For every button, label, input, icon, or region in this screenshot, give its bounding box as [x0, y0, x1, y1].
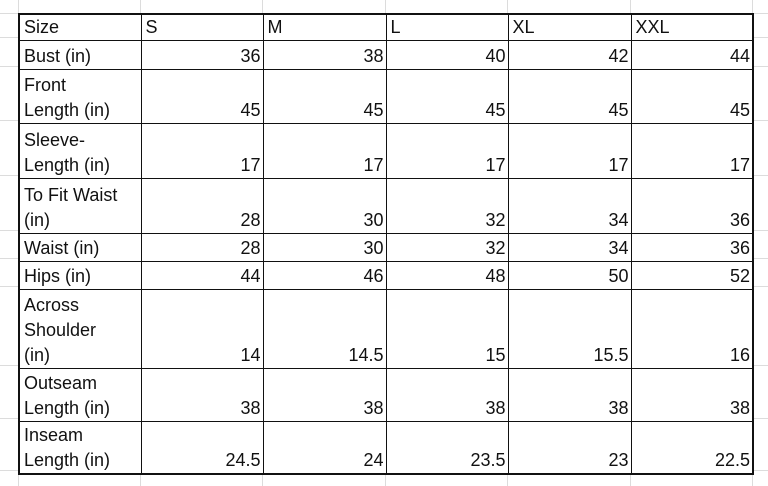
- header-cell-m[interactable]: M: [262, 13, 387, 41]
- value-cell[interactable]: 17: [507, 123, 632, 179]
- value-cell[interactable]: 16: [630, 289, 754, 369]
- value-cell[interactable]: 28: [140, 233, 264, 262]
- value-cell[interactable]: 45: [385, 69, 509, 124]
- row-label[interactable]: Outseam Length (in): [18, 368, 142, 422]
- value-cell[interactable]: 17: [385, 123, 509, 179]
- value-cell[interactable]: 34: [507, 233, 632, 262]
- header-row: Size S M L XL XXL: [18, 13, 754, 41]
- value-cell[interactable]: 22.5: [630, 421, 754, 474]
- value-cell[interactable]: 28: [140, 178, 264, 234]
- value-cell[interactable]: 38: [140, 368, 264, 422]
- value-cell[interactable]: 45: [262, 69, 387, 124]
- value-cell[interactable]: 17: [262, 123, 387, 179]
- value-cell[interactable]: 38: [507, 368, 632, 422]
- value-cell[interactable]: 45: [507, 69, 632, 124]
- header-cell-xxl[interactable]: XXL: [630, 13, 754, 41]
- value-cell[interactable]: 46: [262, 261, 387, 290]
- value-cell[interactable]: 14.5: [262, 289, 387, 369]
- table-row: Waist (in) 28 30 32 34 36: [18, 233, 754, 262]
- value-cell[interactable]: 23: [507, 421, 632, 474]
- value-cell[interactable]: 36: [630, 178, 754, 234]
- row-label[interactable]: Waist (in): [18, 233, 142, 262]
- table-row: Hips (in) 44 46 48 50 52: [18, 261, 754, 290]
- value-cell[interactable]: 40: [385, 40, 509, 70]
- row-label[interactable]: Bust (in): [18, 40, 142, 70]
- value-cell[interactable]: 38: [385, 368, 509, 422]
- value-cell[interactable]: 30: [262, 233, 387, 262]
- value-cell[interactable]: 24: [262, 421, 387, 474]
- table-row: Front Length (in) 45 45 45 45 45: [18, 69, 754, 124]
- value-cell[interactable]: 48: [385, 261, 509, 290]
- header-cell-s[interactable]: S: [140, 13, 264, 41]
- value-cell[interactable]: 24.5: [140, 421, 264, 474]
- table-row: To Fit Waist (in) 28 30 32 34 36: [18, 178, 754, 234]
- row-label[interactable]: Inseam Length (in): [18, 421, 142, 474]
- row-label[interactable]: Across Shoulder (in): [18, 289, 142, 369]
- header-cell-size[interactable]: Size: [18, 13, 142, 41]
- value-cell[interactable]: 34: [507, 178, 632, 234]
- value-cell[interactable]: 38: [262, 368, 387, 422]
- value-cell[interactable]: 52: [630, 261, 754, 290]
- value-cell[interactable]: 44: [140, 261, 264, 290]
- table-row: Bust (in) 36 38 40 42 44: [18, 40, 754, 70]
- header-cell-l[interactable]: L: [385, 13, 509, 41]
- value-cell[interactable]: 36: [630, 233, 754, 262]
- row-label[interactable]: To Fit Waist (in): [18, 178, 142, 234]
- value-cell[interactable]: 17: [140, 123, 264, 179]
- table-row: Across Shoulder (in) 14 14.5 15 15.5 16: [18, 289, 754, 369]
- value-cell[interactable]: 32: [385, 233, 509, 262]
- row-label[interactable]: Front Length (in): [18, 69, 142, 124]
- value-cell[interactable]: 44: [630, 40, 754, 70]
- value-cell[interactable]: 42: [507, 40, 632, 70]
- value-cell[interactable]: 15.5: [507, 289, 632, 369]
- table-row: Sleeve- Length (in) 17 17 17 17 17: [18, 123, 754, 179]
- value-cell[interactable]: 14: [140, 289, 264, 369]
- value-cell[interactable]: 32: [385, 178, 509, 234]
- value-cell[interactable]: 30: [262, 178, 387, 234]
- table-row: Outseam Length (in) 38 38 38 38 38: [18, 368, 754, 422]
- value-cell[interactable]: 38: [262, 40, 387, 70]
- value-cell[interactable]: 36: [140, 40, 264, 70]
- value-cell[interactable]: 23.5: [385, 421, 509, 474]
- value-cell[interactable]: 15: [385, 289, 509, 369]
- header-cell-xl[interactable]: XL: [507, 13, 632, 41]
- value-cell[interactable]: 45: [140, 69, 264, 124]
- size-chart-table: Size S M L XL XXL Bust (in) 36 38 40 42 44 Front Len…: [18, 13, 754, 475]
- value-cell[interactable]: 45: [630, 69, 754, 124]
- table-row: Inseam Length (in) 24.5 24 23.5 23 22.5: [18, 421, 754, 474]
- value-cell[interactable]: 17: [630, 123, 754, 179]
- row-label[interactable]: Sleeve- Length (in): [18, 123, 142, 179]
- row-label[interactable]: Hips (in): [18, 261, 142, 290]
- value-cell[interactable]: 50: [507, 261, 632, 290]
- value-cell[interactable]: 38: [630, 368, 754, 422]
